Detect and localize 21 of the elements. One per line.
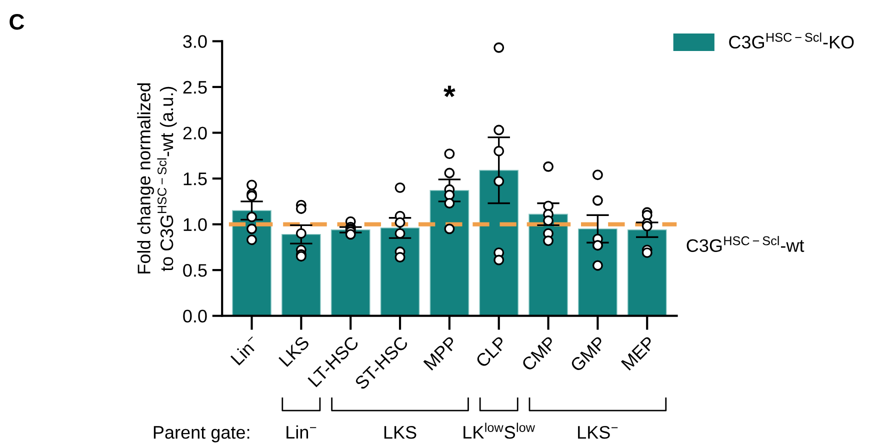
- y-tick-label: 0.0: [183, 310, 207, 323]
- y-tick-label: 1.5: [184, 172, 207, 186]
- y-tick-label: 0.5: [183, 264, 207, 277]
- text: LKS: [578, 426, 610, 439]
- ref-line-label: C3G$^{HSC−Scl}$-wt: [686, 236, 804, 252]
- text: Lin$^{−}$: [286, 425, 316, 438]
- text: LKS: [384, 426, 416, 439]
- legend-label: C3G$^{HSC−Scl}$-KO: [729, 32, 854, 49]
- y-tick-label: 3.0: [183, 35, 207, 48]
- text: Parent gate:: [154, 426, 250, 442]
- text: LK$^{low}$S$^{low}$: [464, 422, 536, 439]
- annotation: *: [444, 86, 456, 98]
- y-tick-label: 2.0: [183, 126, 207, 140]
- text: −: [611, 427, 618, 428]
- x-tick-label: Lin$^{−}$: [230, 335, 260, 366]
- y-tick-label: 1.0: [184, 218, 207, 232]
- x-tick-label: LKS: [278, 336, 310, 368]
- text: C: [10, 14, 24, 30]
- y-axis-title: Fold change normalized to C3G$^{HSC−Scl}$-wt (a.u.): [137, 83, 177, 274]
- x-tick-label: CLP: [475, 336, 508, 368]
- y-tick-label: 2.5: [183, 80, 207, 94]
